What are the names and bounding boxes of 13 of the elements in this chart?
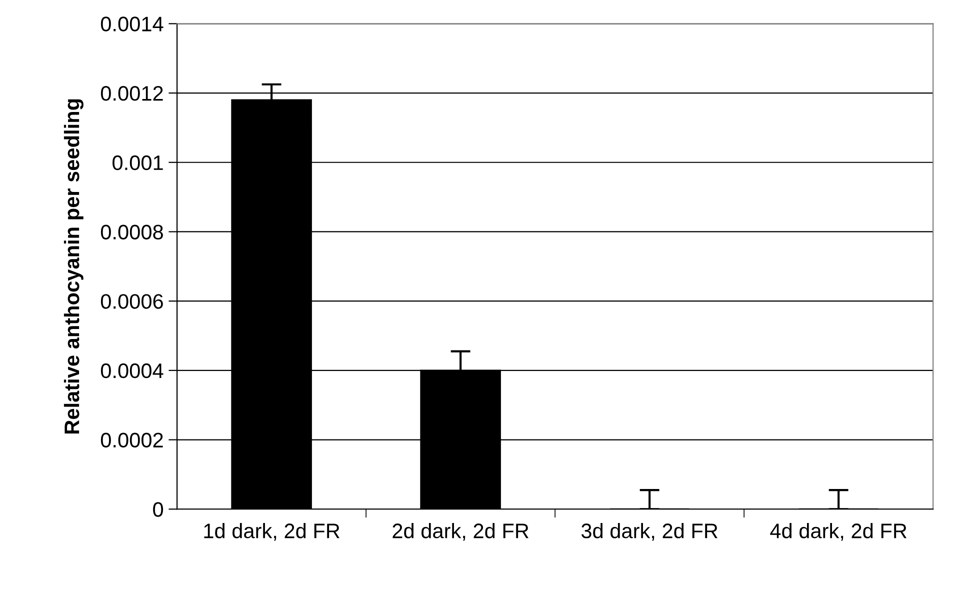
y-tick-label: 0.0002	[100, 432, 163, 448]
x-tick-label: 2d dark, 2d FR	[392, 523, 528, 541]
y-tick-label: 0.0014	[100, 16, 164, 32]
y-axis-title: Relative anthocyanin per seedling	[64, 99, 84, 434]
y-tick-label: 0.0012	[100, 86, 163, 101]
y-tick-label: 0.0004	[100, 363, 164, 378]
y-tick-label: 0.001	[112, 155, 163, 170]
y-tick-label: 0.0008	[100, 224, 163, 240]
y-tick-label: 0	[153, 502, 164, 517]
x-tick-label: 4d dark, 2d FR	[770, 523, 907, 541]
x-tick-label: 1d dark, 2d FR	[204, 523, 340, 541]
y-tick-label: 0.0006	[100, 294, 163, 309]
x-tick-label: 3d dark, 2d FR	[581, 523, 718, 541]
